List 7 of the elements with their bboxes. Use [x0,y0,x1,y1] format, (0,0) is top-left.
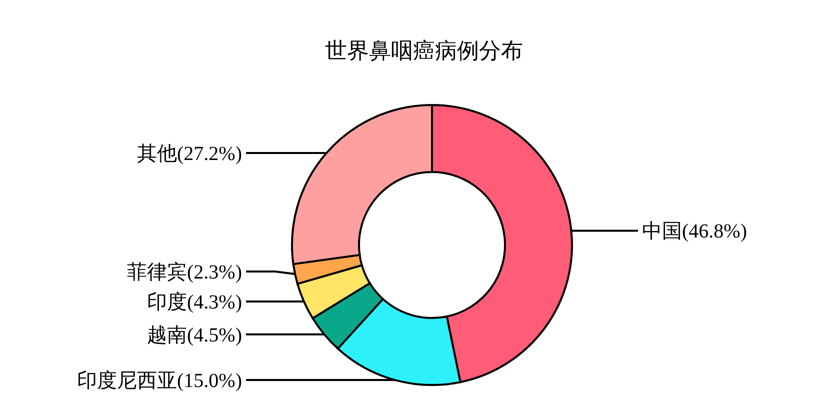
chart-title: 世界鼻咽癌病例分布 [325,38,523,63]
slice-label: 印度尼西亚(15.0%) [77,370,242,392]
slice-label: 菲律宾(2.3%) [127,262,242,284]
slice-label: 中国(46.8%) [642,220,747,243]
slice-label: 其他(27.2%) [137,142,242,165]
slice-label: 印度(4.3%) [147,292,242,314]
slice-label: 越南(4.5%) [147,324,242,346]
